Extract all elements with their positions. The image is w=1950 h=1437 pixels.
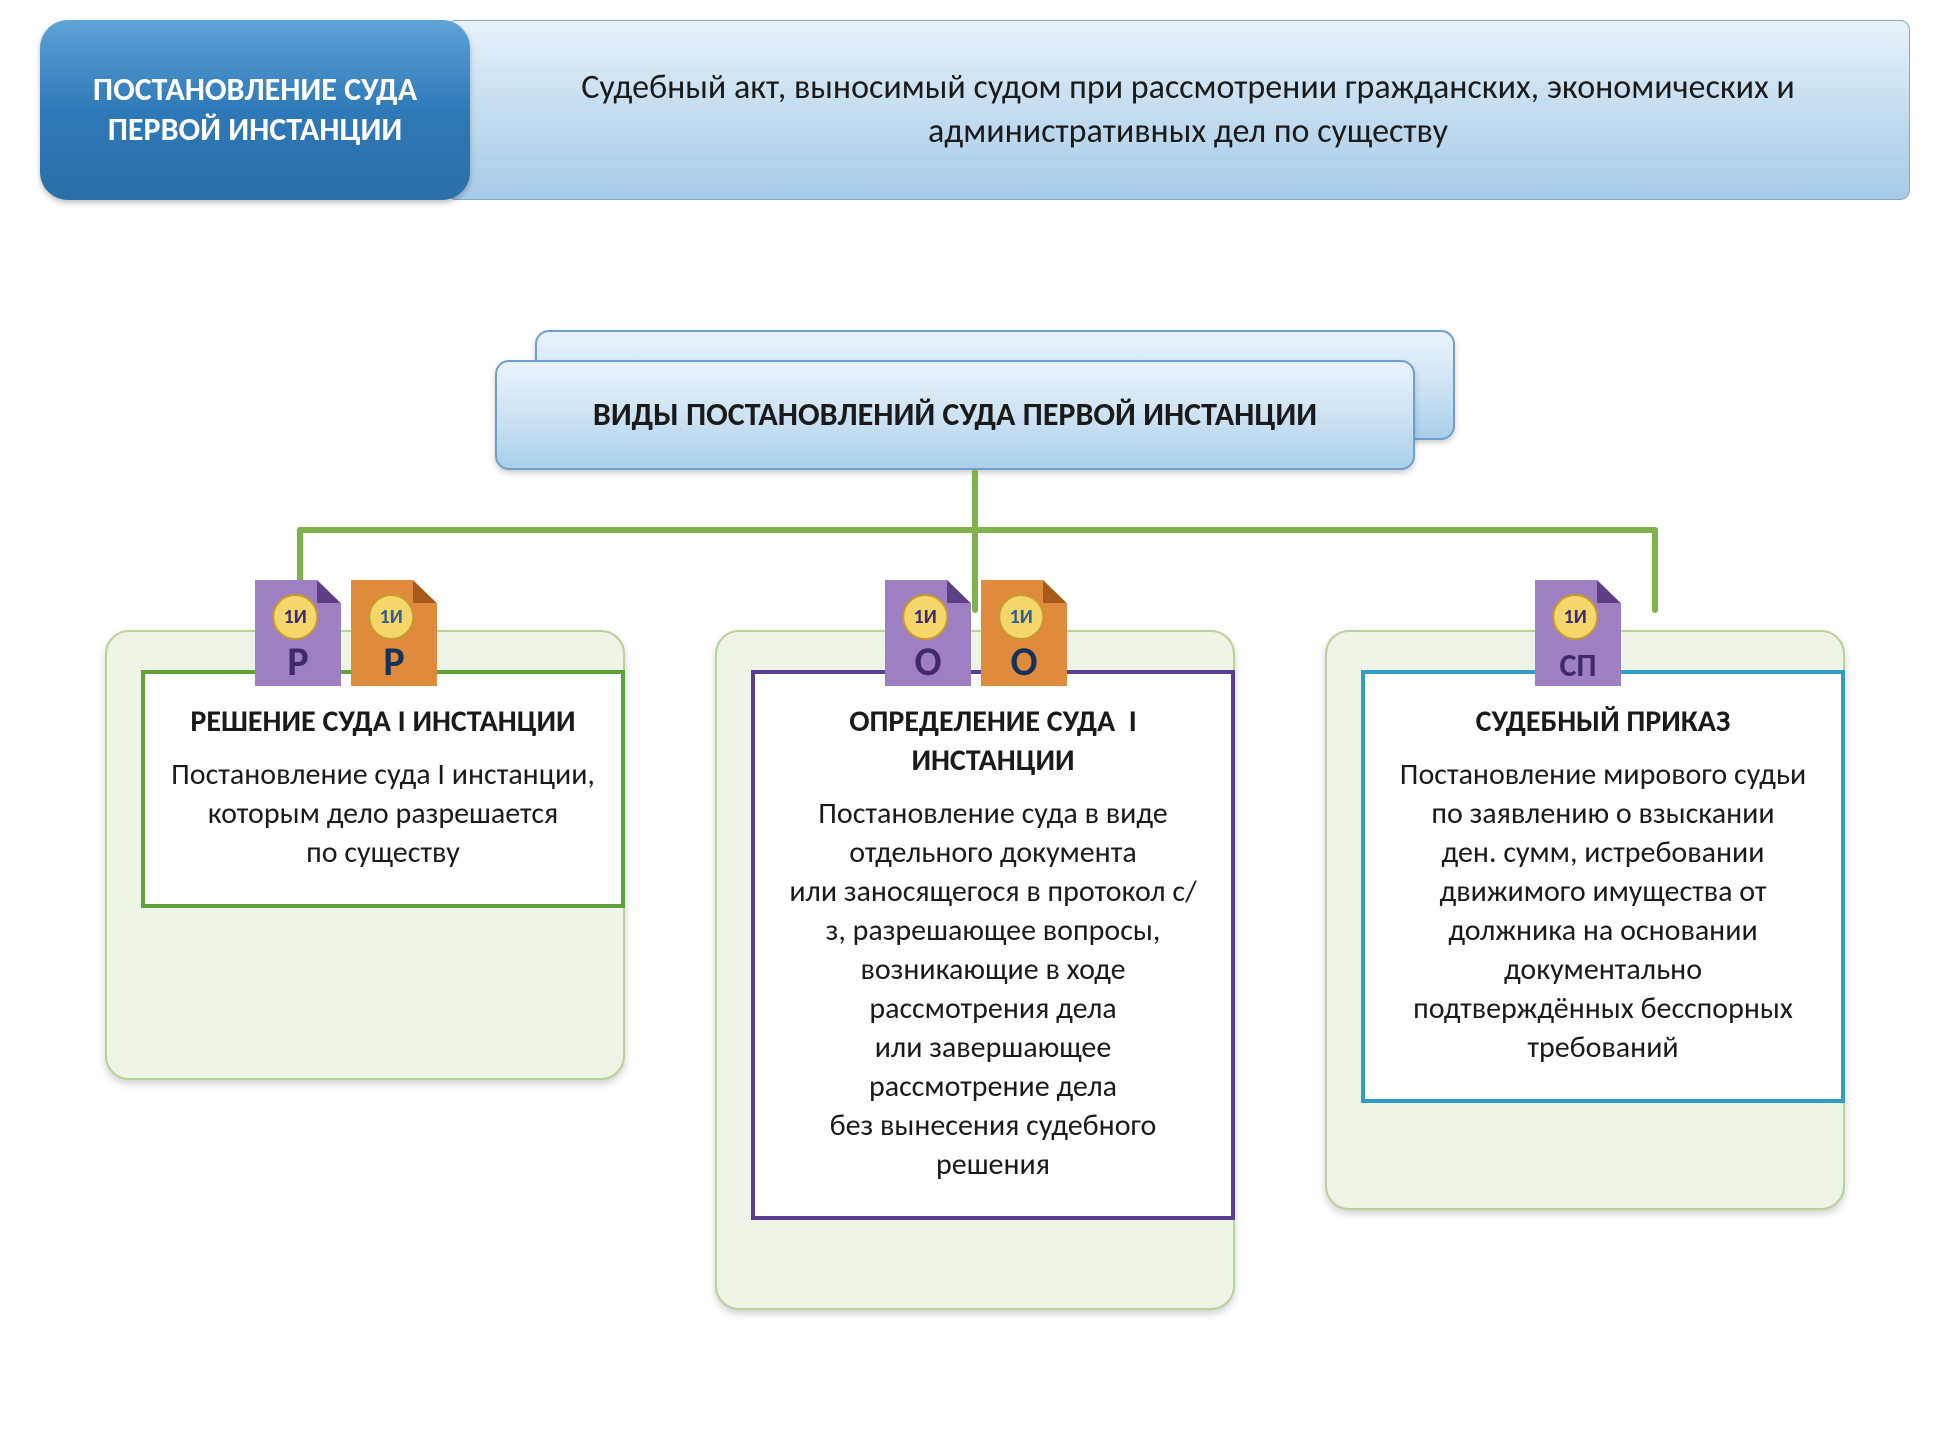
- card-content-panel: РЕШЕНИЕ СУДА I ИНСТАНЦИИ Постановление су…: [141, 670, 625, 908]
- card-body: Постановление суда I инстанции, которым …: [171, 755, 595, 872]
- card-title: ОПРЕДЕЛЕНИЕ СУДА I ИНСТАНЦИИ: [781, 702, 1205, 780]
- icon-letter: СП: [1535, 650, 1621, 682]
- document-icon: 1ИР: [255, 580, 341, 686]
- header-title-text: ПОСТАНОВЛЕНИЕ СУДА ПЕРВОЙ ИНСТАНЦИИ: [60, 70, 450, 150]
- document-icon: 1ИО: [981, 580, 1067, 686]
- document-icon: 1ИР: [351, 580, 437, 686]
- card-body: Постановление суда в виде отдельного док…: [781, 794, 1205, 1184]
- icon-circle-badge: 1И: [998, 594, 1044, 640]
- icon-letter: Р: [351, 642, 437, 682]
- header-banner: ПОСТАНОВЛЕНИЕ СУДА ПЕРВОЙ ИНСТАНЦИИ Суде…: [40, 20, 1910, 200]
- card-body: Постановление мирового судьи по заявлени…: [1391, 755, 1815, 1067]
- cards-row: 1ИР1ИРРЕШЕНИЕ СУДА I ИНСТАНЦИИПостановле…: [0, 560, 1950, 1220]
- icon-letter: Р: [255, 642, 341, 682]
- header-title-pill: ПОСТАНОВЛЕНИЕ СУДА ПЕРВОЙ ИНСТАНЦИИ: [40, 20, 470, 200]
- icon-letter: О: [981, 642, 1067, 682]
- document-icon: 1ИО: [885, 580, 971, 686]
- icon-circle-badge: 1И: [1552, 594, 1598, 640]
- card-title: СУДЕБНЫЙ ПРИКАЗ: [1391, 702, 1815, 741]
- card-content-panel: ОПРЕДЕЛЕНИЕ СУДА I ИНСТАНЦИИ Постановлени…: [751, 670, 1235, 1220]
- types-header-text: ВИДЫ ПОСТАНОВЛЕНИЙ СУДА ПЕРВОЙ ИНСТАНЦИИ: [593, 396, 1317, 434]
- header-description-bar: Судебный акт, выносимый судом при рассмо…: [446, 20, 1910, 200]
- types-header-front-panel: ВИДЫ ПОСТАНОВЛЕНИЙ СУДА ПЕРВОЙ ИНСТАНЦИИ: [495, 360, 1415, 470]
- card-content-panel: СУДЕБНЫЙ ПРИКАЗ Постановление мирового су…: [1361, 670, 1845, 1103]
- card-decision: 1ИР1ИРРЕШЕНИЕ СУДА I ИНСТАНЦИИПостановле…: [105, 560, 625, 1220]
- card-badges: 1И СП: [1535, 580, 1621, 686]
- icon-circle-badge: 1И: [368, 594, 414, 640]
- types-header-stack: ВИДЫ ПОСТАНОВЛЕНИЙ СУДА ПЕРВОЙ ИНСТАНЦИИ: [495, 330, 1455, 470]
- icon-circle-badge: 1И: [272, 594, 318, 640]
- card-badges: 1ИО1ИО: [885, 580, 1067, 686]
- card-badges: 1ИР1ИР: [255, 580, 437, 686]
- icon-letter: О: [885, 642, 971, 682]
- icon-circle-badge: 1И: [902, 594, 948, 640]
- card-order: 1И СП СУДЕБНЫЙ ПРИКАЗ Постановление мировог…: [1325, 560, 1845, 1220]
- card-title: РЕШЕНИЕ СУДА I ИНСТАНЦИИ: [171, 702, 595, 741]
- card-ruling: 1ИО1ИООПРЕДЕЛЕНИЕ СУДА I ИНСТАНЦИИПостан…: [715, 560, 1235, 1220]
- document-icon: 1И СП: [1535, 580, 1621, 686]
- header-description-text: Судебный акт, выносимый судом при рассмо…: [507, 66, 1869, 154]
